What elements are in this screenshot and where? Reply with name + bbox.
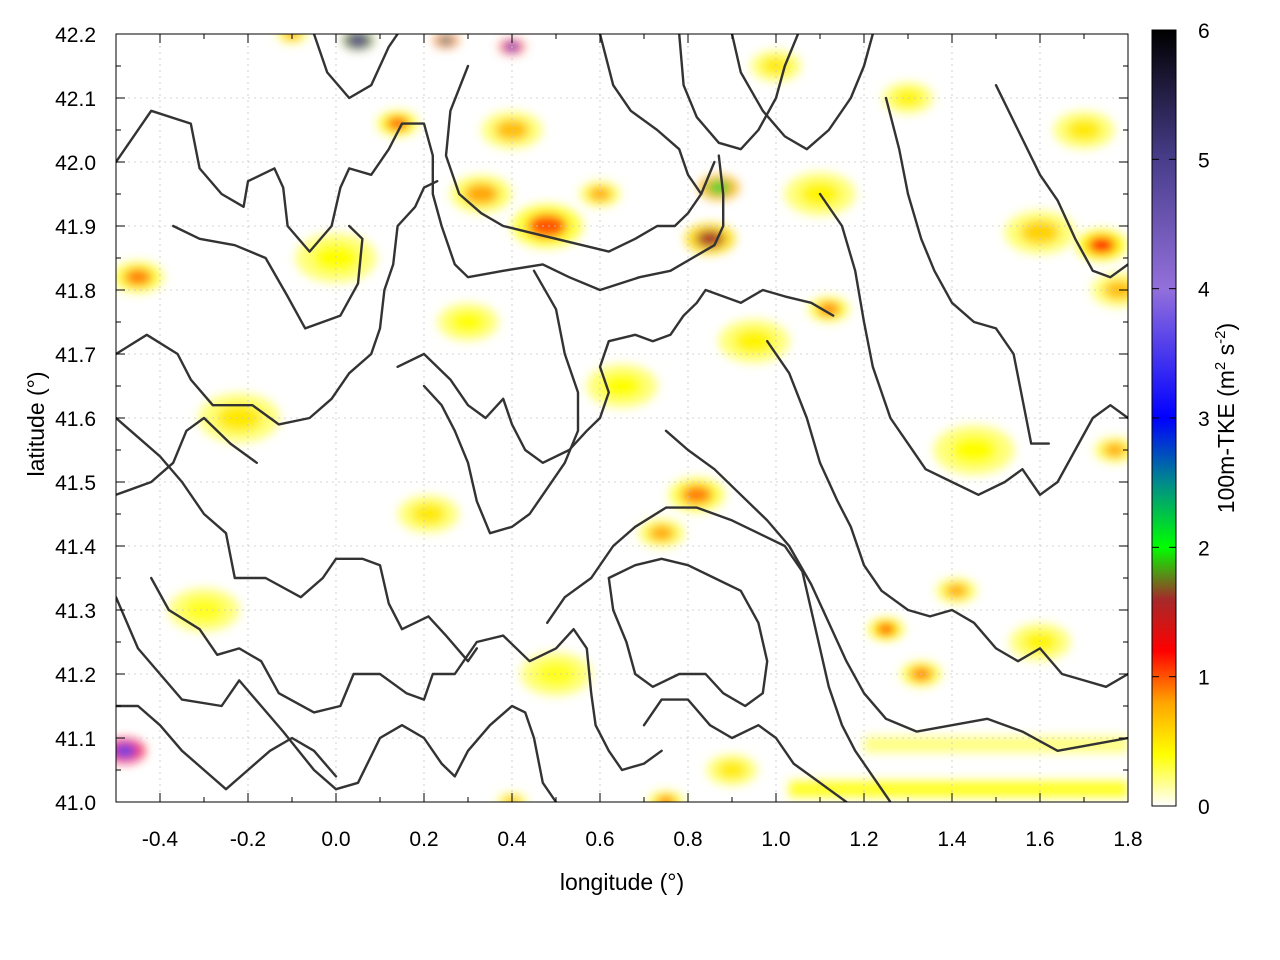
contour-line — [396, 288, 835, 464]
contour-line — [607, 557, 769, 708]
y-tick-label: 41.5 — [55, 472, 96, 495]
colorbar-tick-label: 4 — [1198, 279, 1210, 302]
colorbar-tick-label: 2 — [1198, 537, 1210, 560]
contour-line — [884, 96, 1050, 445]
tke-hotspot — [216, 404, 262, 432]
tke-hotspot — [951, 436, 997, 464]
y-axis-title: latitude (°) — [23, 371, 49, 476]
contour-line — [642, 698, 848, 802]
axis-ticks — [115, 33, 1129, 803]
contour-line — [678, 34, 800, 151]
y-tick-label: 41.8 — [55, 280, 96, 303]
x-tick-label: 1.8 — [1113, 828, 1142, 851]
x-tick-label: 0.2 — [409, 828, 438, 851]
contour-line — [664, 429, 1128, 752]
terrain-contours — [116, 34, 1128, 802]
tke-hotspot — [116, 744, 136, 758]
tke-hotspot — [945, 584, 968, 598]
tke-hotspot — [649, 525, 675, 541]
y-tick-label: 41.4 — [55, 536, 96, 559]
contour-line — [444, 64, 716, 253]
tke-band — [864, 736, 1128, 753]
tke-hotspot — [386, 116, 409, 131]
x-tick-label: 1.6 — [1025, 828, 1054, 851]
colorbar-title: 100m-TKE (m2 s-2) — [1212, 323, 1239, 513]
colorbar-tick-label: 0 — [1198, 796, 1210, 819]
y-tick-label: 41.7 — [55, 344, 96, 367]
contour-line — [116, 109, 725, 292]
colorbar-tick-label: 3 — [1198, 408, 1210, 431]
tke-hotspot — [681, 485, 713, 505]
gridlines — [116, 34, 1128, 802]
y-tick-label: 41.1 — [55, 728, 96, 751]
y-tick-label: 41.3 — [55, 600, 96, 623]
tke-hotspot — [527, 214, 567, 238]
colorbar-ticks: 0 1 2 3 4 5 6 — [1152, 20, 1210, 819]
colorbar-tick-label: 1 — [1198, 667, 1210, 690]
tke-hotspot — [656, 796, 676, 802]
tke-field — [116, 34, 1128, 802]
tke-hotspot — [602, 374, 642, 398]
colorbar: 0 1 2 3 4 5 6 100m-TKE (m2 s-2) — [1151, 20, 1239, 819]
y-tick-label: 42.0 — [55, 152, 96, 175]
x-tick-label: 1.2 — [849, 828, 878, 851]
tke-hotspot — [696, 230, 724, 248]
x-tick-label: 0.4 — [497, 828, 527, 851]
tke-hotspot — [124, 268, 152, 286]
y-tick-labels: 41.0 41.1 41.2 41.3 41.4 41.5 41.6 41.7 41.8 41.9… — [55, 24, 96, 815]
x-tick-label: 1.0 — [761, 828, 790, 851]
tke-hotspot — [411, 503, 446, 525]
y-tick-label: 41.9 — [55, 216, 96, 239]
tke-band — [789, 781, 1128, 798]
colorbar-tick-label: 6 — [1198, 20, 1210, 43]
x-tick-label: 0.8 — [673, 828, 702, 851]
contour-line — [116, 180, 439, 426]
contour-line — [730, 34, 874, 151]
tke-hotspot — [349, 35, 367, 46]
contour-line — [994, 84, 1128, 279]
contour-line — [172, 224, 364, 330]
x-tick-label: 0.0 — [321, 828, 350, 851]
contour-line — [150, 576, 663, 772]
contour-line — [116, 596, 558, 802]
y-tick-label: 42.1 — [55, 88, 96, 111]
contour-line — [116, 416, 258, 496]
y-tick-label: 41.0 — [55, 792, 96, 815]
x-tick-labels: -0.4 -0.2 0.0 0.2 0.4 0.6 0.8 1.0 1.2 1.4 1.6 1.8 — [142, 828, 1143, 851]
x-axis-title: longitude (°) — [560, 869, 684, 895]
contour-line — [312, 34, 399, 100]
contour-line — [598, 34, 703, 196]
colorbar-tick-label: 5 — [1198, 149, 1210, 172]
plot-area — [116, 34, 1128, 802]
contour-line — [116, 416, 478, 663]
tke-hotspot — [734, 329, 774, 353]
tke-hotspot — [718, 761, 746, 779]
contour-line — [766, 340, 1128, 688]
tke-hotspot — [876, 623, 896, 636]
tke-hotspot — [1103, 443, 1127, 457]
tke-hotspot — [707, 180, 730, 195]
tke-hotspot — [588, 187, 612, 201]
contour-line — [116, 704, 338, 791]
tke-hotspot — [464, 183, 499, 205]
tke-hotspot — [817, 302, 840, 316]
x-tick-label: 1.4 — [937, 828, 967, 851]
tke-hotspot — [1087, 236, 1116, 254]
tke-hotspot — [1067, 119, 1101, 141]
x-tick-label: -0.2 — [230, 828, 266, 851]
y-tick-label: 41.6 — [55, 408, 96, 431]
contour-line — [546, 506, 892, 802]
contour-line — [818, 192, 1128, 496]
tke-hotspot — [451, 311, 485, 333]
contour-line — [422, 269, 580, 535]
tke-hotspot — [184, 598, 224, 622]
y-tick-label: 42.2 — [55, 24, 96, 47]
tke-hotspot — [1103, 280, 1128, 300]
x-tick-label: -0.4 — [142, 828, 179, 851]
tke-hotspot — [439, 36, 453, 45]
x-tick-label: 0.6 — [585, 828, 614, 851]
y-tick-label: 41.2 — [55, 664, 96, 687]
